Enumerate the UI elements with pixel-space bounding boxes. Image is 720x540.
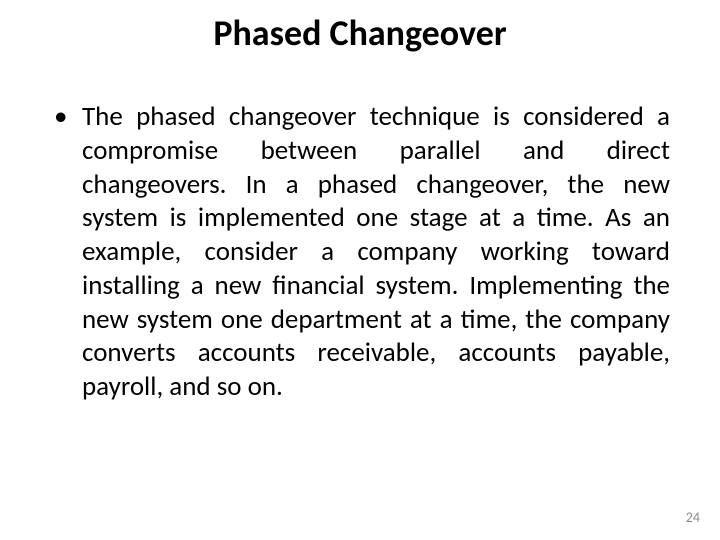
slide-title: Phased Changeover xyxy=(0,14,720,54)
slide: Phased Changeover • The phased changeove… xyxy=(0,0,720,540)
bullet-item: • The phased changeover technique is con… xyxy=(54,100,670,404)
bullet-marker: • xyxy=(54,100,82,134)
slide-body: • The phased changeover technique is con… xyxy=(54,100,670,404)
page-number: 24 xyxy=(686,509,700,526)
bullet-text: The phased changeover technique is consi… xyxy=(82,100,670,404)
